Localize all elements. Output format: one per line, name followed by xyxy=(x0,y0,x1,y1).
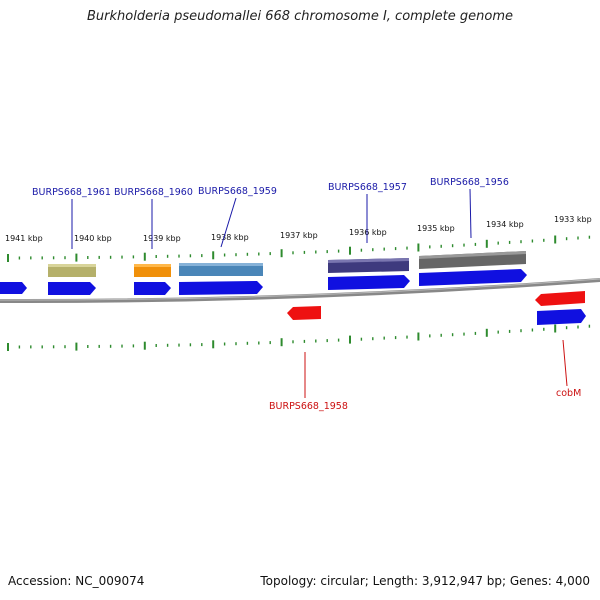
kbp-label: 1937 kbp xyxy=(280,231,318,240)
accession-text: Accession: NC_009074 xyxy=(8,574,145,588)
feature-box[interactable] xyxy=(179,263,263,276)
gene-label[interactable]: BURPS668_1958 xyxy=(269,401,348,412)
kbp-label: 1935 kbp xyxy=(417,224,455,233)
gene-label[interactable]: BURPS668_1957 xyxy=(328,182,407,193)
kbp-label: 1934 kbp xyxy=(486,220,524,229)
gene-label[interactable]: cobM xyxy=(556,388,581,399)
cds-forward-track xyxy=(0,269,586,325)
outer-tick-ring xyxy=(7,235,591,262)
page-title: Burkholderia pseudomallei 668 chromosome… xyxy=(86,9,514,24)
kbp-label: 1933 kbp xyxy=(554,215,592,224)
cds-arrow[interactable] xyxy=(179,281,263,295)
kbp-label: 1938 kbp xyxy=(211,233,249,242)
cds-arrow[interactable] xyxy=(419,269,527,286)
kbp-label: 1940 kbp xyxy=(74,234,112,243)
cds-arrow-reverse[interactable] xyxy=(287,306,321,320)
leader-lines xyxy=(71,188,472,249)
cds-arrow[interactable] xyxy=(328,275,410,290)
cds-arrow-reverse[interactable] xyxy=(535,291,585,306)
kbp-label: 1936 kbp xyxy=(349,228,387,237)
gene-label[interactable]: BURPS668_1959 xyxy=(198,186,277,197)
cds-arrow[interactable] xyxy=(0,282,27,294)
kbp-label: 1939 kbp xyxy=(143,234,181,243)
genome-summary-text: Topology: circular; Length: 3,912,947 bp… xyxy=(260,574,590,588)
cds-arrow[interactable] xyxy=(134,282,171,295)
inner-tick-ring xyxy=(7,324,591,351)
gene-label[interactable]: BURPS668_1960 xyxy=(114,187,193,198)
kbp-label: 1941 kbp xyxy=(5,234,43,243)
cds-arrow[interactable] xyxy=(48,282,96,295)
gene-label[interactable]: BURPS668_1961 xyxy=(32,187,111,198)
feature-track xyxy=(48,251,526,277)
gene-label[interactable]: BURPS668_1956 xyxy=(430,177,509,188)
feature-box[interactable] xyxy=(134,264,171,277)
chromosome-backbone xyxy=(0,278,600,304)
cds-arrow[interactable] xyxy=(537,309,586,325)
cds-reverse-track xyxy=(287,291,585,320)
feature-box[interactable] xyxy=(48,264,96,277)
